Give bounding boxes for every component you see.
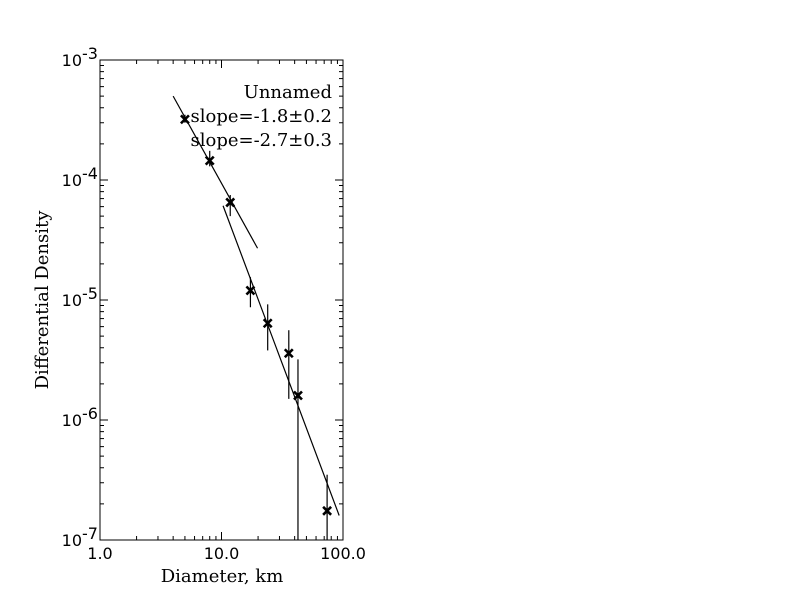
- x-axis-label: Diameter, km: [161, 566, 284, 587]
- y-tick-label: 10: [62, 291, 82, 310]
- y-tick-label: 10: [62, 531, 82, 550]
- data-point-stroke: [180, 114, 190, 125]
- x-tick-labels: 1.0 10.0 100.0: [87, 544, 366, 563]
- annotation-title: Unnamed: [244, 82, 332, 103]
- data-point-stroke: [262, 318, 273, 329]
- y-tick-label: 10: [62, 411, 82, 430]
- error-bars: [184, 114, 328, 540]
- data-point: [225, 197, 236, 208]
- data-point-stroke: [225, 197, 236, 208]
- y-tick-labels: 10-710-610-510-410-3: [62, 44, 98, 550]
- data-point: [283, 348, 294, 359]
- annotation-slope-1: slope=-1.8±0.2: [190, 106, 332, 127]
- x-tick-label: 10.0: [204, 544, 240, 563]
- data-point-stroke: [322, 505, 333, 516]
- data-point: [293, 390, 303, 401]
- data-point-stroke: [204, 155, 215, 166]
- y-tick-label: 10: [62, 171, 82, 190]
- y-tick-exponent: -7: [82, 524, 98, 543]
- x-tick-label: 100.0: [320, 544, 366, 563]
- y-tick-exponent: -3: [82, 44, 98, 63]
- fit-line: [222, 205, 340, 516]
- y-axis-label: Differential Density: [32, 210, 53, 390]
- data-point: [322, 505, 333, 516]
- data-point-stroke: [245, 285, 256, 296]
- data-point: [204, 155, 215, 166]
- fit-lines: [172, 95, 340, 516]
- data-points: [180, 114, 333, 516]
- y-tick-exponent: -5: [82, 284, 98, 303]
- data-point: [180, 114, 190, 125]
- y-tick-exponent: -4: [82, 164, 98, 183]
- y-tick-exponent: -6: [82, 404, 98, 423]
- data-point-stroke: [283, 348, 294, 359]
- annotation-slope-2: slope=-2.7±0.3: [190, 130, 332, 151]
- axis-ticks: [99, 59, 344, 541]
- data-point: [262, 318, 273, 329]
- x-tick-label: 1.0: [87, 544, 112, 563]
- data-point: [245, 285, 256, 296]
- y-tick-label: 10: [62, 51, 82, 70]
- data-point-stroke: [293, 390, 303, 401]
